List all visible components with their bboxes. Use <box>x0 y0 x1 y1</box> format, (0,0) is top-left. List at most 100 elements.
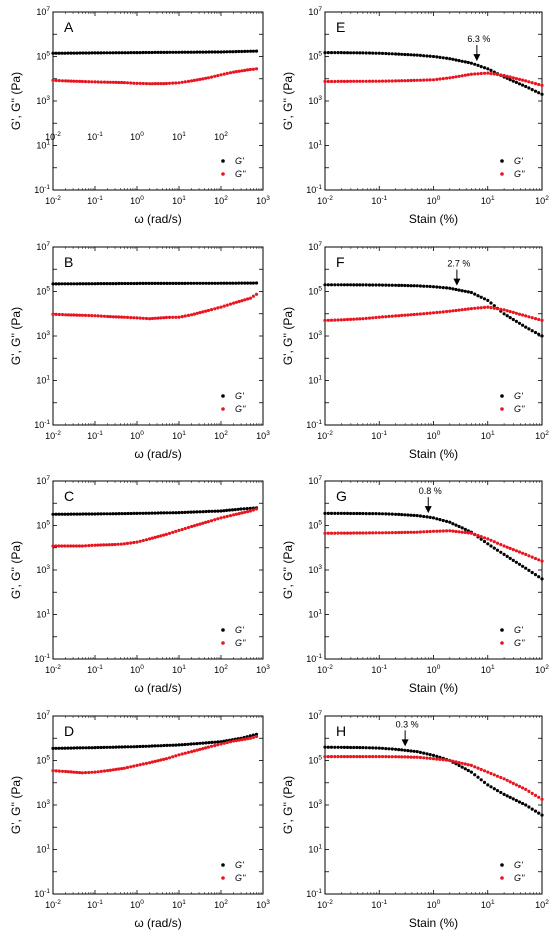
data-point <box>329 79 334 84</box>
data-point <box>326 745 330 749</box>
data-point <box>64 79 68 83</box>
data-point <box>219 305 223 309</box>
data-point <box>418 284 422 288</box>
data-point <box>323 511 327 515</box>
data-point <box>254 734 259 739</box>
data-point <box>183 314 187 318</box>
data-point <box>333 531 337 535</box>
x-tick-label: 103 <box>256 195 270 206</box>
data-point <box>390 79 394 83</box>
data-point <box>431 753 436 758</box>
data-point <box>451 529 455 533</box>
x-tick-label: 101 <box>172 899 186 910</box>
data-point <box>125 541 130 546</box>
data-point <box>537 558 541 562</box>
data-point <box>492 306 496 310</box>
data-point <box>186 50 190 54</box>
data-point <box>225 303 229 307</box>
data-point <box>492 546 496 550</box>
data-point <box>463 60 467 64</box>
data-point <box>380 746 385 750</box>
data-point <box>93 543 97 547</box>
data-point <box>400 748 404 752</box>
data-point <box>90 746 94 750</box>
data-point <box>96 770 100 774</box>
x-tick-label: 102 <box>535 664 549 675</box>
data-point <box>345 317 350 322</box>
data-point <box>96 512 100 516</box>
data-point <box>156 316 160 320</box>
panel-letter: C <box>64 488 74 504</box>
data-point <box>457 59 461 63</box>
data-point <box>445 56 449 60</box>
data-point <box>400 283 404 287</box>
data-point <box>377 283 381 287</box>
data-point <box>514 77 519 81</box>
data-point <box>75 51 79 55</box>
x-tick-label: 10-2 <box>317 195 333 206</box>
y-tick-label: 103 <box>36 95 50 106</box>
data-point <box>106 769 110 773</box>
data-point <box>469 61 473 65</box>
data-point <box>400 79 404 83</box>
inner-x-tick-label: 10-1 <box>87 131 103 142</box>
data-point <box>180 743 184 747</box>
data-point <box>463 527 467 532</box>
data-point <box>451 75 455 79</box>
data-point <box>394 512 398 516</box>
y-tick-label: 10-1 <box>306 653 322 664</box>
data-point <box>84 51 88 55</box>
data-point <box>177 50 181 54</box>
data-point <box>113 542 117 547</box>
data-point <box>162 511 166 515</box>
data-point <box>180 50 184 54</box>
data-point <box>120 281 124 286</box>
data-point <box>240 299 244 303</box>
data-point <box>486 537 490 541</box>
y-tick-label: 105 <box>308 755 322 766</box>
x-tick-label: 10-2 <box>45 430 61 441</box>
data-point <box>102 512 106 516</box>
data-point <box>448 309 452 313</box>
data-point <box>333 745 337 749</box>
panel-letter: D <box>64 723 74 739</box>
x-tick-label: 10-1 <box>371 664 387 675</box>
data-point <box>524 566 528 570</box>
data-point <box>540 318 544 322</box>
data-point <box>117 315 121 319</box>
data-point <box>204 509 208 514</box>
data-point <box>406 749 410 753</box>
data-point <box>521 323 525 327</box>
data-point <box>54 746 58 750</box>
series-gpp <box>323 305 544 322</box>
data-point <box>174 281 178 285</box>
data-point <box>147 744 151 748</box>
data-point <box>495 548 500 552</box>
data-point <box>540 797 544 801</box>
data-point <box>374 315 378 320</box>
x-tick-label: 102 <box>535 430 549 441</box>
data-point <box>144 82 149 86</box>
data-point <box>83 80 88 84</box>
series-gpp <box>323 755 544 801</box>
data-point <box>125 81 130 85</box>
data-point <box>422 54 426 58</box>
data-point <box>222 50 226 54</box>
data-point <box>234 281 238 285</box>
y-tick-label: 10-1 <box>306 888 322 899</box>
x-axis-title: Stain (%) <box>409 447 458 461</box>
data-point <box>367 755 372 759</box>
data-point <box>207 281 211 285</box>
data-point <box>66 746 70 750</box>
data-point <box>66 282 70 286</box>
data-point <box>150 536 154 540</box>
data-point <box>527 86 531 90</box>
data-point <box>377 746 381 750</box>
data-point <box>394 747 398 751</box>
data-point <box>54 512 58 516</box>
data-point <box>183 742 187 747</box>
data-point <box>251 67 255 71</box>
data-point <box>87 544 91 548</box>
data-point <box>466 763 470 767</box>
data-point <box>397 512 401 517</box>
